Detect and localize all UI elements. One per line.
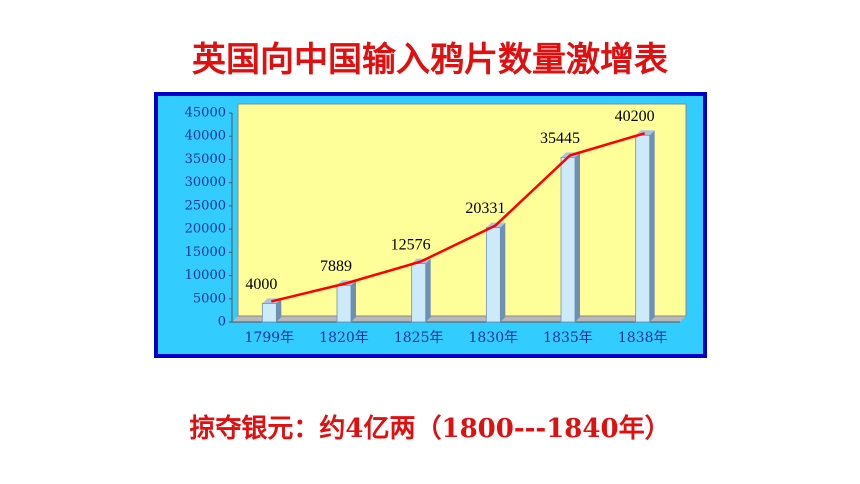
x-tick-label: 1835年 — [543, 330, 593, 346]
data-label: 7889 — [320, 258, 352, 275]
floor — [232, 316, 686, 322]
y-tick-label: 30000 — [185, 175, 226, 190]
annotation: 掠夺银元：约4亿两（1800---1840年） — [189, 413, 670, 444]
x-tick-label: 1799年 — [245, 330, 295, 346]
slide-title: 英国向中国输入鸦片数量激增表 — [192, 40, 668, 80]
x-tick-label: 1838年 — [618, 330, 668, 346]
y-tick-label: 0 — [218, 315, 226, 330]
x-tick-label: 1825年 — [394, 330, 444, 346]
trend-line — [271, 132, 646, 303]
bar — [261, 303, 277, 323]
bar-side — [575, 152, 580, 322]
data-label: 4000 — [245, 276, 277, 293]
data-label: 20331 — [465, 200, 505, 217]
bar — [411, 263, 427, 323]
bar — [560, 156, 576, 323]
y-tick-label: 10000 — [185, 268, 226, 283]
y-tick-label: 40000 — [185, 129, 226, 144]
bar-side — [351, 280, 356, 322]
bar-side — [425, 258, 431, 322]
data-label: 40200 — [615, 108, 655, 125]
data-label: 12576 — [391, 236, 431, 253]
bar — [336, 284, 352, 323]
y-tick-label: 35000 — [185, 152, 226, 167]
y-tick-label: 25000 — [185, 198, 226, 213]
bar-side — [276, 298, 282, 322]
y-tick-label: 20000 — [185, 222, 226, 237]
y-tick-label: 15000 — [185, 245, 226, 260]
data-label: 35445 — [540, 130, 580, 147]
bar-side — [500, 222, 506, 322]
y-tick-label: 5000 — [193, 291, 226, 306]
bar-side — [649, 130, 655, 322]
bar — [485, 227, 501, 323]
x-tick-label: 1820年 — [319, 330, 369, 346]
bar — [635, 134, 651, 323]
y-tick-label: 45000 — [185, 106, 226, 121]
plot-area — [237, 103, 687, 317]
x-tick-label: 1830年 — [469, 330, 519, 346]
